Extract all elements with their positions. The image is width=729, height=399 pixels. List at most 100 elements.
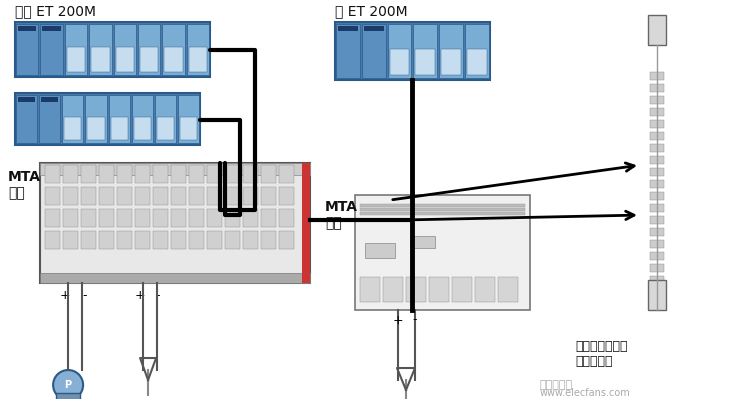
Bar [650, 132, 664, 140]
Text: -: - [413, 314, 417, 326]
Bar [650, 156, 664, 164]
Bar [261, 231, 276, 249]
Bar [650, 108, 664, 116]
Bar [99, 231, 114, 249]
Bar [225, 165, 240, 183]
Bar [440, 24, 463, 78]
Bar [99, 165, 114, 183]
Bar [650, 252, 664, 260]
Bar [261, 209, 276, 227]
Text: MTA
模板: MTA 模板 [8, 170, 41, 200]
Text: P: P [65, 380, 71, 390]
Bar [467, 49, 487, 75]
Bar [45, 209, 60, 227]
Bar [360, 204, 525, 207]
Bar [243, 165, 258, 183]
Bar [648, 280, 666, 310]
Bar [243, 209, 258, 227]
Bar [64, 117, 82, 140]
Bar [117, 187, 132, 205]
Bar [45, 231, 60, 249]
Bar [225, 231, 240, 249]
Bar [135, 231, 150, 249]
Bar [171, 187, 186, 205]
Text: MTA
模板: MTA 模板 [325, 200, 358, 230]
Bar [429, 277, 449, 302]
Bar [157, 117, 174, 140]
Bar [89, 24, 112, 75]
Bar [109, 95, 130, 143]
Bar [63, 165, 78, 183]
Bar [41, 24, 63, 75]
Circle shape [53, 370, 83, 399]
Bar [650, 84, 664, 92]
Bar [360, 208, 525, 211]
Bar [81, 187, 96, 205]
Bar [189, 187, 204, 205]
Bar [416, 49, 435, 75]
Bar [45, 187, 60, 205]
Bar [650, 192, 664, 200]
Bar [302, 163, 310, 283]
Bar [189, 231, 204, 249]
Bar [243, 187, 258, 205]
Bar [111, 117, 128, 140]
Text: +: + [135, 288, 145, 302]
Bar [135, 165, 150, 183]
Bar [364, 26, 383, 31]
Bar [153, 209, 168, 227]
Bar [87, 117, 104, 140]
Bar [279, 187, 294, 205]
Bar [365, 243, 395, 258]
Bar [117, 165, 132, 183]
Bar [650, 240, 664, 248]
Bar [410, 236, 435, 248]
Bar [650, 72, 664, 80]
Text: www.elecfans.com: www.elecfans.com [540, 388, 631, 398]
Bar [650, 276, 664, 284]
Bar [117, 231, 132, 249]
Bar [360, 277, 380, 302]
Text: 配有前连接器的
预装配电缆: 配有前连接器的 预装配电缆 [575, 340, 628, 368]
Bar [187, 24, 209, 75]
Bar [16, 24, 39, 75]
Bar [63, 209, 78, 227]
Bar [65, 24, 87, 75]
Bar [178, 95, 199, 143]
Bar [164, 47, 183, 72]
Bar [116, 47, 134, 72]
Bar [39, 95, 61, 143]
Bar [56, 393, 80, 399]
Bar [81, 165, 96, 183]
Bar [91, 47, 109, 72]
Bar [135, 209, 150, 227]
Bar [650, 144, 664, 152]
Bar [383, 277, 403, 302]
Bar [99, 187, 114, 205]
Bar [207, 209, 222, 227]
Bar [133, 117, 151, 140]
Bar [261, 187, 276, 205]
Bar [279, 231, 294, 249]
Bar [63, 231, 78, 249]
Bar [99, 209, 114, 227]
Bar [18, 97, 35, 102]
Bar [189, 209, 204, 227]
Bar [650, 168, 664, 176]
Bar [153, 231, 168, 249]
Bar [15, 22, 210, 77]
Bar [114, 24, 136, 75]
Bar [465, 24, 489, 78]
Bar [132, 95, 153, 143]
Bar [40, 273, 310, 283]
Bar [388, 24, 411, 78]
Bar [406, 277, 426, 302]
Bar [135, 187, 150, 205]
Bar [171, 165, 186, 183]
Bar [81, 209, 96, 227]
Text: +: + [60, 288, 71, 302]
Bar [171, 209, 186, 227]
Bar [338, 26, 358, 31]
Bar [207, 231, 222, 249]
Bar [67, 47, 85, 72]
